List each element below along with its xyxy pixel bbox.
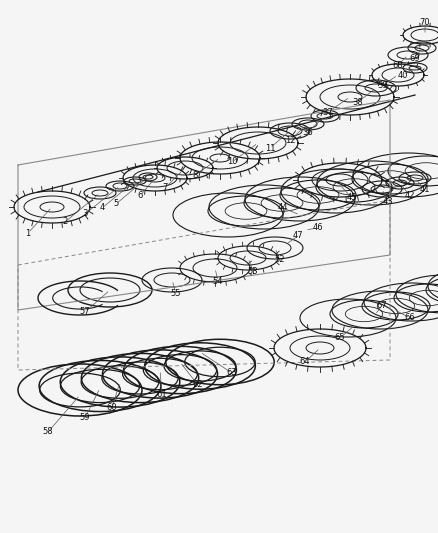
Text: 43: 43 bbox=[382, 198, 392, 206]
Text: 54: 54 bbox=[212, 277, 223, 286]
Text: 65: 65 bbox=[334, 334, 345, 343]
Text: 57: 57 bbox=[80, 308, 90, 317]
Text: 1: 1 bbox=[25, 229, 31, 238]
Text: 40: 40 bbox=[397, 70, 407, 79]
Text: 70: 70 bbox=[419, 18, 429, 27]
Text: 63: 63 bbox=[226, 368, 237, 377]
Text: 60: 60 bbox=[106, 403, 117, 413]
Text: 44: 44 bbox=[277, 204, 288, 213]
Text: 7: 7 bbox=[162, 183, 167, 192]
Text: 69: 69 bbox=[409, 53, 419, 62]
Text: 3: 3 bbox=[82, 209, 88, 219]
Text: 62: 62 bbox=[192, 381, 203, 390]
Text: 64: 64 bbox=[299, 358, 310, 367]
Text: 8: 8 bbox=[192, 171, 197, 180]
Text: 46: 46 bbox=[312, 223, 322, 232]
Text: 55: 55 bbox=[170, 288, 181, 297]
Text: 37: 37 bbox=[322, 108, 332, 117]
Text: 66: 66 bbox=[404, 313, 414, 322]
Text: 2: 2 bbox=[62, 217, 67, 227]
Text: 61: 61 bbox=[156, 391, 167, 400]
Text: 5: 5 bbox=[113, 199, 118, 208]
Text: 59: 59 bbox=[80, 414, 90, 423]
Text: 6: 6 bbox=[137, 191, 142, 200]
Text: 58: 58 bbox=[42, 427, 53, 437]
Text: 52: 52 bbox=[274, 255, 285, 264]
Text: 42: 42 bbox=[404, 191, 414, 200]
Text: 36: 36 bbox=[302, 127, 313, 136]
Text: 12: 12 bbox=[284, 135, 295, 144]
Text: 38: 38 bbox=[352, 98, 363, 107]
Text: 11: 11 bbox=[264, 143, 275, 152]
Text: 39: 39 bbox=[377, 80, 388, 90]
Text: 68: 68 bbox=[392, 61, 403, 69]
Text: 45: 45 bbox=[346, 193, 357, 203]
Text: 4: 4 bbox=[99, 204, 104, 213]
Text: 53: 53 bbox=[247, 266, 258, 276]
Text: 47: 47 bbox=[292, 231, 303, 240]
Text: 67: 67 bbox=[376, 301, 386, 310]
Text: 10: 10 bbox=[226, 157, 237, 166]
Text: 41: 41 bbox=[419, 185, 429, 195]
